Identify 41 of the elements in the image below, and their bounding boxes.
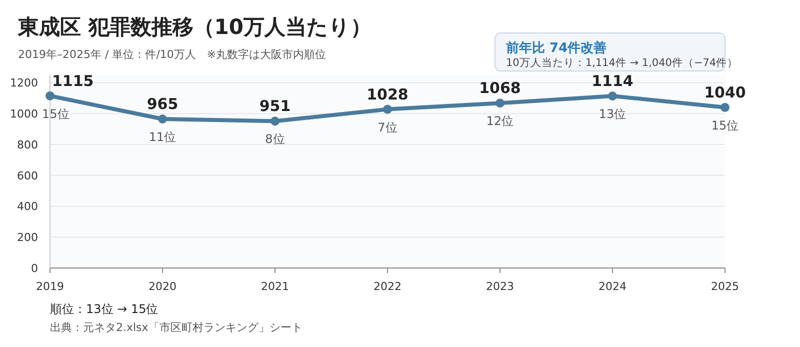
y-tick-label: 200 [17, 231, 38, 244]
text: 10万人当たり：1,114件 → 1,040件（−74件） [506, 57, 738, 69]
annotation: 15位 [711, 118, 739, 132]
data-label: 951 [259, 97, 291, 116]
x-tick-label: 2021 [261, 280, 289, 293]
annotation: 11位 [148, 130, 176, 144]
point [720, 102, 730, 112]
annotation: 12位 [486, 114, 514, 128]
data-label: 1115 [52, 72, 94, 90]
x-tick-label: 2020 [148, 280, 176, 293]
annotation: 15位 [42, 106, 70, 121]
source-note: 出典：元ネタ2.xlsx「市区町村ランキング」シート [50, 321, 302, 334]
x-tick-label: 2024 [598, 280, 626, 293]
y-tick-label: 800 [17, 138, 38, 152]
chart-title: 東成区 犯罪数推移（10万人当たり） [17, 15, 372, 39]
point [158, 114, 167, 124]
data-label: 1040 [704, 83, 746, 102]
annotation: 7位 [378, 120, 398, 134]
data-label: 1068 [479, 79, 521, 98]
x-tick-label: 2019 [36, 280, 64, 293]
y-tick-label: 400 [17, 200, 38, 214]
annotation: 13位 [598, 107, 626, 121]
y-tick-label: 600 [17, 169, 38, 182]
y-tick-label: 0 [31, 262, 38, 275]
x-tick-label: 2025 [711, 280, 739, 293]
y-tick-label: 1200 [10, 76, 38, 90]
text: 順位：13位 → 15位 [50, 302, 158, 316]
annotation: 8位 [265, 132, 285, 146]
point [496, 98, 504, 108]
x-tick-label: 2023 [486, 280, 514, 293]
chart-subtitle: 2019年–2025年 / 単位：件/10万人 ※丸数字は大阪市内順位 [18, 48, 326, 61]
point [383, 104, 392, 114]
data-label: 965 [146, 95, 178, 114]
y-tick-label: 1000 [10, 108, 38, 121]
data-label: 1028 [366, 85, 408, 104]
x-tick-label: 2022 [374, 280, 402, 293]
point [608, 92, 617, 100]
point [270, 116, 280, 126]
point [46, 91, 54, 100]
text: 前年比 74件改善 [505, 40, 607, 56]
data-label: 1114 [592, 72, 634, 90]
